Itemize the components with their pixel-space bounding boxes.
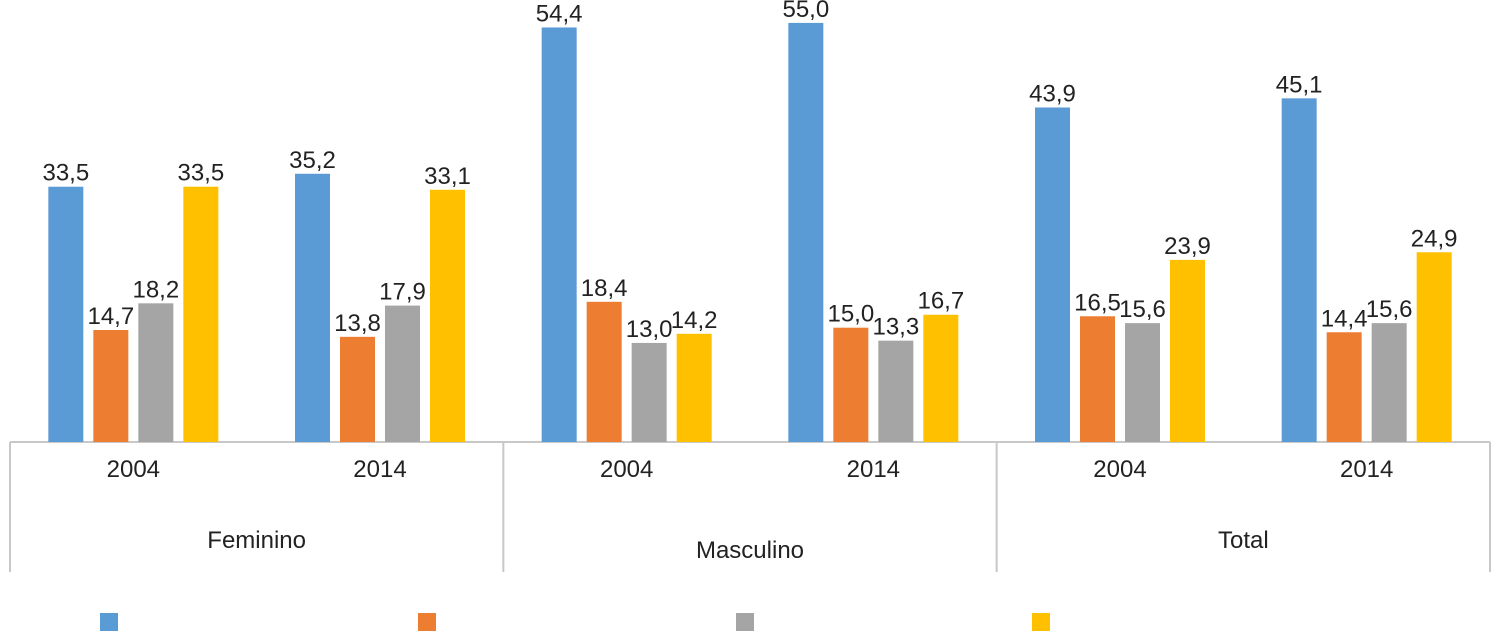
data-label: 18,2	[132, 276, 179, 303]
bar	[878, 340, 914, 442]
data-label: 23,9	[1164, 233, 1211, 260]
data-labels: 33,5 14,718,2 33,5 35,2 13,8 17,9 33,1 54,4 18,4…	[42, 0, 1457, 343]
bar	[183, 186, 219, 442]
bar	[676, 333, 712, 442]
group-label: Total	[1218, 527, 1269, 554]
data-label: 35,2	[289, 147, 336, 174]
legend-swatch	[1032, 613, 1050, 631]
data-label: 55,0	[782, 0, 829, 23]
year-tick-label: 2004	[107, 456, 160, 483]
bar	[1125, 323, 1160, 442]
bar	[1326, 332, 1362, 442]
bar	[93, 329, 129, 442]
group-label: Feminino	[207, 527, 306, 554]
bar	[631, 342, 667, 442]
data-label: 24,9	[1411, 225, 1458, 252]
bar	[1371, 323, 1407, 442]
data-label: 33,1	[424, 163, 471, 190]
data-label: 15,6	[1366, 296, 1413, 323]
data-label: 54,4	[536, 0, 583, 27]
bar	[788, 22, 824, 443]
legend-swatch	[100, 613, 118, 631]
bars	[48, 22, 1452, 443]
data-label: 33,5	[42, 160, 89, 187]
data-label: 13,0	[626, 316, 673, 343]
data-label: 14,4	[1321, 305, 1368, 332]
data-label: 15,0	[827, 301, 874, 328]
group-label: Masculino	[696, 537, 804, 564]
data-label: 18,4	[581, 275, 628, 302]
bar	[1170, 259, 1205, 442]
data-label: 15,6	[1119, 296, 1166, 323]
year-tick-label: 2014	[847, 456, 900, 483]
data-label: 13,3	[872, 314, 919, 341]
data-label: 17,9	[379, 279, 426, 306]
bar	[138, 303, 174, 442]
bar	[586, 301, 622, 442]
legend	[100, 613, 1050, 631]
bar	[1416, 252, 1452, 442]
year-tick-label: 2004	[1093, 456, 1146, 483]
legend-swatch	[736, 613, 754, 631]
bar	[430, 189, 465, 442]
bar	[340, 336, 375, 442]
bar	[1035, 107, 1070, 443]
legend-swatch	[418, 613, 436, 631]
bar	[1281, 98, 1317, 442]
category-axis: 2004 2014 Feminino 2004 2014 Masculino 2004 201…	[9, 441, 1491, 572]
bar	[1080, 316, 1115, 442]
bar	[385, 305, 420, 442]
data-label: 33,5	[177, 160, 224, 187]
data-label: 16,5	[1074, 289, 1121, 316]
bar	[923, 314, 959, 442]
year-tick-label: 2004	[600, 456, 653, 483]
data-label: 45,1	[1276, 71, 1323, 98]
year-tick-label: 2014	[353, 456, 406, 483]
bar	[295, 173, 330, 442]
data-label: 16,7	[917, 288, 964, 315]
year-tick-label: 2014	[1340, 456, 1393, 483]
bar	[48, 186, 84, 442]
data-label: 14,2	[671, 307, 718, 334]
data-label: 13,8	[334, 310, 381, 337]
data-label: 14,7	[87, 303, 134, 330]
bar	[541, 27, 577, 443]
data-label: 43,9	[1029, 80, 1076, 107]
bar	[833, 327, 869, 442]
